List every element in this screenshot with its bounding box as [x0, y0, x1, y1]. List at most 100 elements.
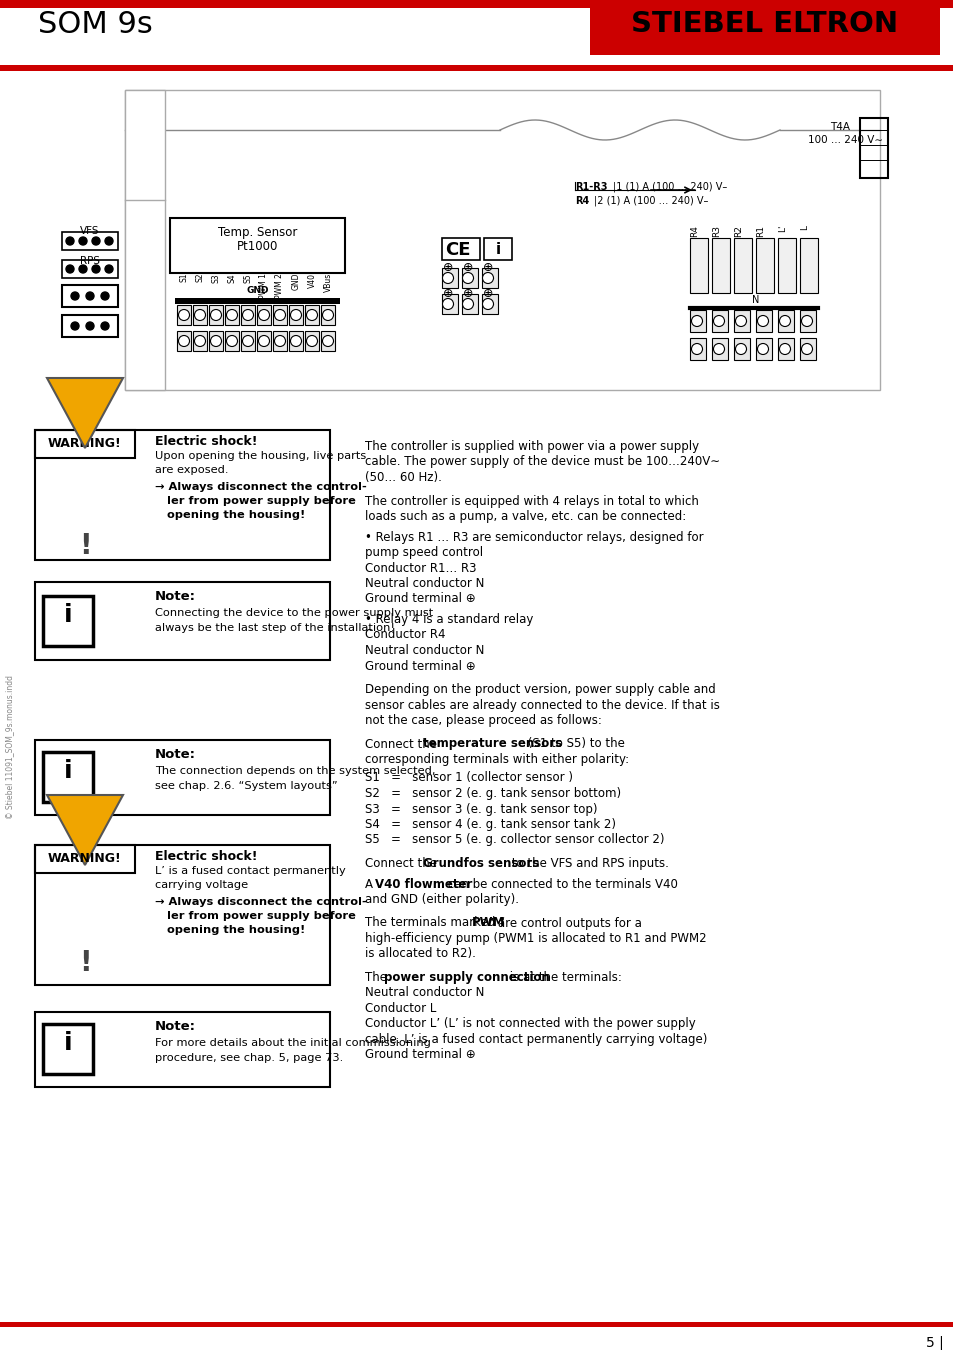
Text: → Always disconnect the control-: → Always disconnect the control-: [154, 482, 366, 491]
Text: The: The: [365, 971, 391, 984]
Text: sensor cables are already connected to the device. If that is: sensor cables are already connected to t…: [365, 698, 720, 711]
Text: ler from power supply before: ler from power supply before: [167, 911, 355, 921]
Circle shape: [79, 238, 87, 244]
Circle shape: [779, 316, 790, 327]
Text: The controller is supplied with power via a power supply: The controller is supplied with power vi…: [365, 440, 699, 454]
Text: S3: S3: [212, 273, 220, 282]
Text: ler from power supply before: ler from power supply before: [167, 495, 355, 506]
Text: S4: S4: [227, 273, 236, 282]
Circle shape: [462, 273, 473, 284]
Text: i: i: [64, 759, 72, 783]
Circle shape: [691, 343, 701, 355]
Text: ⊕: ⊕: [482, 288, 493, 300]
Bar: [0, 65, 953, 72]
Text: PWM 2: PWM 2: [275, 273, 284, 298]
Text: Conductor R4: Conductor R4: [365, 629, 445, 641]
Circle shape: [242, 309, 253, 320]
Text: pump speed control: pump speed control: [365, 545, 482, 559]
Text: Neutral conductor N: Neutral conductor N: [365, 987, 484, 999]
Bar: [193, 305, 207, 325]
Text: S2   =   sensor 2 (e. g. tank sensor bottom): S2 = sensor 2 (e. g. tank sensor bottom): [365, 787, 620, 801]
Circle shape: [713, 343, 723, 355]
Text: PWM 1: PWM 1: [259, 273, 268, 298]
Text: L: L: [800, 225, 809, 230]
Bar: [733, 238, 751, 293]
Text: i: i: [64, 603, 72, 626]
Text: is at the terminals:: is at the terminals:: [506, 971, 621, 984]
Text: GND: GND: [246, 286, 269, 296]
Circle shape: [105, 238, 112, 244]
Bar: [320, 305, 335, 325]
Text: The connection depends on the system selected,: The connection depends on the system sel…: [154, 765, 435, 776]
Bar: [711, 338, 727, 360]
Text: → Always disconnect the control-: → Always disconnect the control-: [154, 896, 366, 907]
Text: 100 ... 240 V∼: 100 ... 240 V∼: [807, 135, 882, 144]
Text: © Stiebel 11091_SOM_9s.monus.indd: © Stiebel 11091_SOM_9s.monus.indd: [6, 675, 14, 819]
Text: • Relay 4 is a standard relay: • Relay 4 is a standard relay: [365, 613, 533, 626]
Text: opening the housing!: opening the housing!: [167, 510, 305, 520]
Circle shape: [274, 336, 285, 347]
Circle shape: [105, 265, 112, 273]
Text: L': L': [778, 225, 786, 232]
Text: Neutral conductor N: Neutral conductor N: [365, 576, 484, 590]
Text: RPS: RPS: [80, 256, 100, 266]
Bar: [305, 331, 318, 351]
Bar: [461, 294, 477, 315]
Bar: [483, 238, 512, 261]
Circle shape: [735, 343, 745, 355]
Circle shape: [86, 323, 94, 329]
Text: and GND (either polarity).: and GND (either polarity).: [365, 892, 518, 906]
Text: Connect the: Connect the: [365, 857, 440, 869]
Circle shape: [226, 309, 237, 320]
Bar: [43, 595, 92, 647]
Text: Conductor L: Conductor L: [365, 1002, 436, 1015]
Bar: [177, 331, 191, 351]
Text: Electric shock!: Electric shock!: [154, 435, 257, 448]
Text: Electric shock!: Electric shock!: [154, 850, 257, 863]
Bar: [755, 310, 771, 332]
Circle shape: [258, 336, 269, 347]
Bar: [289, 331, 303, 351]
Bar: [755, 338, 771, 360]
Text: VFS: VFS: [80, 225, 100, 236]
Text: high-efficiency pump (PWM1 is allocated to R1 and PWM2: high-efficiency pump (PWM1 is allocated …: [365, 931, 706, 945]
Circle shape: [757, 343, 768, 355]
Bar: [778, 310, 793, 332]
Text: Conductor R1… R3: Conductor R1… R3: [365, 562, 476, 575]
Text: carrying voltage: carrying voltage: [154, 880, 248, 890]
Text: Upon opening the housing, live parts: Upon opening the housing, live parts: [154, 451, 366, 460]
Circle shape: [211, 336, 221, 347]
Bar: [461, 269, 477, 288]
Text: is allocated to R2).: is allocated to R2).: [365, 948, 476, 960]
Bar: [689, 238, 707, 293]
Text: VBus: VBus: [323, 273, 333, 292]
Bar: [35, 740, 330, 815]
Bar: [481, 269, 497, 288]
Bar: [0, 0, 953, 8]
Bar: [320, 331, 335, 351]
Bar: [859, 117, 887, 178]
Bar: [711, 238, 729, 293]
Bar: [177, 305, 191, 325]
Text: 5 |: 5 |: [925, 1335, 943, 1350]
Bar: [441, 269, 457, 288]
Circle shape: [735, 316, 745, 327]
Text: loads such as a pump, a valve, etc. can be connected:: loads such as a pump, a valve, etc. can …: [365, 510, 685, 522]
Circle shape: [801, 316, 812, 327]
Text: |2 (1) A (100 … 240) V–: |2 (1) A (100 … 240) V–: [594, 196, 708, 207]
Text: R4: R4: [690, 225, 699, 236]
Circle shape: [79, 265, 87, 273]
Circle shape: [482, 273, 493, 284]
Text: ⊕: ⊕: [442, 288, 453, 300]
Circle shape: [71, 323, 79, 329]
Bar: [0, 1322, 953, 1327]
Text: S2: S2: [195, 273, 204, 282]
Bar: [62, 315, 118, 338]
Circle shape: [291, 309, 301, 320]
Text: S4   =   sensor 4 (e. g. tank sensor tank 2): S4 = sensor 4 (e. g. tank sensor tank 2): [365, 818, 616, 832]
Bar: [209, 331, 223, 351]
Circle shape: [178, 309, 190, 320]
Text: STIEBEL ELTRON: STIEBEL ELTRON: [631, 9, 898, 38]
Text: to the VFS and RPS inputs.: to the VFS and RPS inputs.: [507, 857, 668, 869]
Text: Connecting the device to the power supply must: Connecting the device to the power suppl…: [154, 608, 433, 618]
